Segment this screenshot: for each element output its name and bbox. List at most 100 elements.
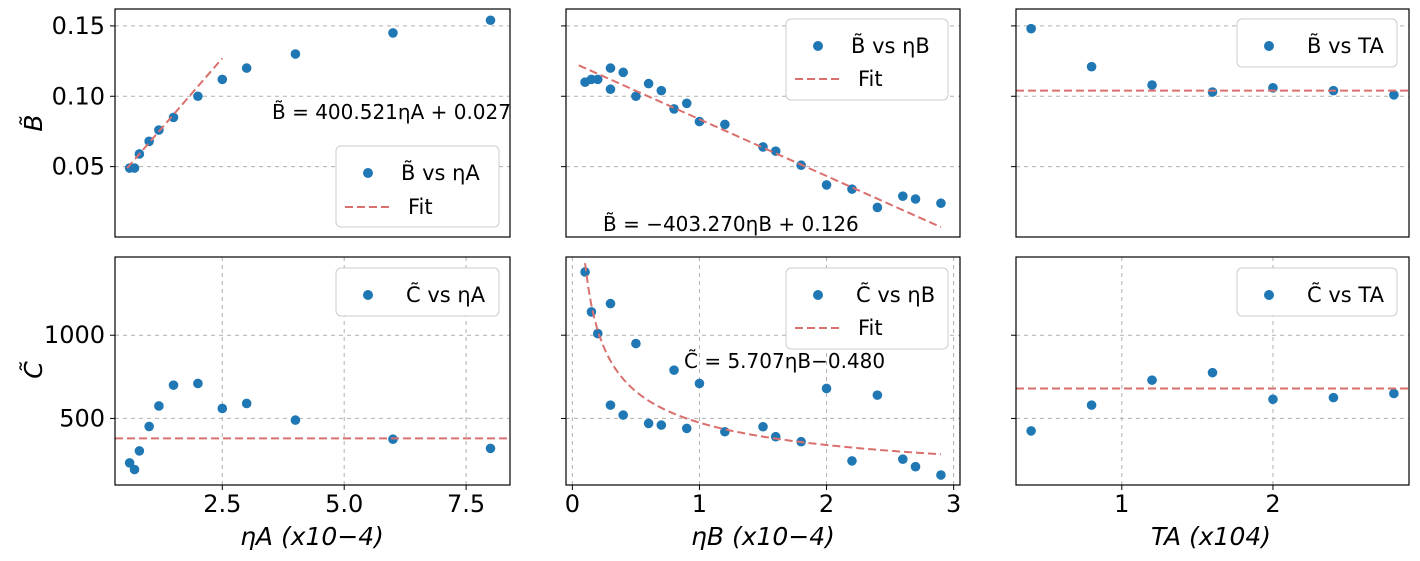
annotation-c-vs-eta-b: C̃ = 5.707ηB−0.480 [684,349,885,373]
data-point [936,198,946,209]
fit-line [578,64,942,229]
data-point [134,446,145,456]
data-point [290,49,301,59]
subplot-p11: 0 1 2 3 [561,256,961,518]
data-point [681,98,692,109]
axes-frame [1015,256,1410,486]
x-tick-label: 3 [946,490,961,518]
data-point [1147,80,1157,90]
axes-frame [114,8,511,238]
x-tick-label: 5.0 [325,490,363,518]
data-point [618,67,628,78]
data-point [144,421,154,432]
data-point [217,74,228,85]
data-point [1328,392,1339,403]
axes-frame [114,256,511,486]
x-label-eta-a: ηA (x10−4) [240,522,384,551]
data-point [290,415,301,425]
data-point [1086,400,1097,410]
data-point [847,456,857,466]
data-point [605,63,616,73]
legend-marker-scatter [813,290,823,300]
data-point [168,112,179,123]
data-point [936,470,946,480]
data-point [847,184,857,194]
data-point [586,307,597,317]
legend-label-c-vs-eta-a: C̃ vs ηA [406,282,486,307]
data-point [694,378,705,389]
legend-p10: C̃ vs ηA [335,267,500,317]
data-point [1207,87,1218,97]
data-point [898,191,908,201]
data-point [1207,367,1218,378]
data-point [631,91,641,102]
data-point [241,398,252,409]
legend-label-fit: Fit [408,195,433,219]
x-label-eta-b: ηB (x10−4) [691,522,835,551]
data-point [1026,23,1036,34]
data-point [217,403,228,414]
data-point [154,401,164,411]
legend-marker-scatter [813,41,823,51]
legend-marker-scatter [363,168,373,178]
legend-label-c-vs-t-a: C̃ vs TA [1307,282,1385,307]
legend-label-fit: Fit [858,316,883,340]
row1-y-label: C̃ [19,361,48,379]
data-point [694,116,705,127]
data-point [910,194,921,204]
data-point [485,443,496,454]
axes-frame [565,8,961,238]
row0-y-label: B̃ [19,114,48,131]
legend-label-b-vs-t-a: B̃ vs TA [1307,33,1384,58]
data-point [821,383,832,394]
data-point [656,85,667,96]
legend-marker-scatter [363,290,373,300]
subplot-p10: 500 1000 2.5 5.0 7.5 [44,256,511,518]
data-point [631,338,641,349]
subplot-p02 [1011,8,1410,238]
legend-label-b-vs-eta-b: B̃ vs ηB [851,33,930,58]
data-point [872,202,883,213]
data-point [821,180,832,190]
annotation-b-vs-eta-a: B̃ = 400.521ηA + 0.027 [272,100,511,124]
x-tick-label: 2.5 [203,490,241,518]
data-point [388,28,398,38]
data-point [898,454,908,465]
legend-label-fit: Fit [858,67,883,91]
data-point [643,78,654,89]
y-tick-label: 0.10 [52,82,105,110]
annotation-b-vs-eta-b: B̃ = −403.270ηB + 0.126 [603,212,859,236]
legend-p02: B̃ vs TA [1236,18,1398,68]
data-point [720,119,730,130]
data-point [1389,90,1399,100]
data-point [592,328,603,339]
fit-curve [584,262,942,456]
legend-marker-scatter [1264,41,1274,51]
data-point [669,365,679,375]
data-point [605,84,616,95]
data-point [681,423,692,434]
data-point [485,15,496,26]
data-point [605,298,616,309]
x-tick-label: 2 [819,490,834,518]
legend-p01: B̃ vs ηB Fit [785,18,949,101]
x-tick-label: 7.5 [447,490,485,518]
subplot-p01 [561,8,961,238]
data-point [129,163,140,173]
data-point [643,418,654,429]
data-point [872,390,883,400]
y-tick-label: 0.05 [52,153,105,181]
y-tick-label: 1000 [44,321,105,349]
legend-label-b-vs-eta-a: B̃ vs ηA [401,160,480,185]
data-point [592,74,603,85]
y-tick-label: 0.15 [52,12,105,40]
x-label-t-a: TA (x104) [1151,522,1271,551]
data-point [1147,375,1157,385]
axes-frame [565,256,961,486]
data-point [618,410,628,420]
subplot-p00: 0.05 0.10 0.15 [52,8,511,238]
x-tick-label: 1 [692,490,707,518]
legend-p11: C̃ vs ηB Fit [785,267,949,350]
